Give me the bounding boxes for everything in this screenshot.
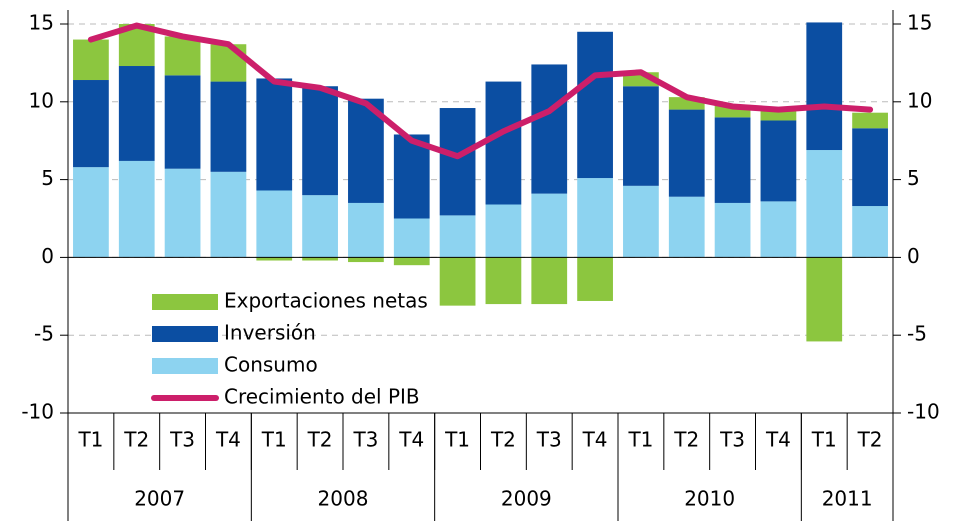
bar bbox=[256, 190, 293, 258]
x-tick-label: T3 bbox=[169, 428, 195, 452]
legend-label: Exportaciones netas bbox=[224, 289, 428, 313]
bar bbox=[256, 78, 293, 191]
x-tick-label: T1 bbox=[444, 428, 470, 452]
bar bbox=[210, 44, 247, 82]
year-label: 2011 bbox=[822, 487, 873, 511]
bar bbox=[806, 150, 843, 258]
x-tick-label: T1 bbox=[627, 428, 653, 452]
bar bbox=[806, 257, 843, 342]
bar bbox=[393, 134, 430, 219]
y2-tick-label: -10 bbox=[907, 400, 940, 424]
x-tick-label: T3 bbox=[352, 428, 378, 452]
y-tick-label: 15 bbox=[29, 11, 54, 35]
y2-tick-label: 15 bbox=[907, 11, 932, 35]
bar bbox=[714, 202, 751, 258]
bar bbox=[393, 257, 430, 266]
x-tick-label: T4 bbox=[582, 428, 608, 452]
bar bbox=[348, 257, 384, 263]
bar bbox=[668, 196, 705, 258]
x-tick-label: T1 bbox=[77, 428, 103, 452]
legend-swatch bbox=[152, 358, 218, 374]
bar bbox=[485, 204, 522, 258]
bar bbox=[760, 120, 797, 202]
bar bbox=[210, 171, 247, 258]
x-tick-label: T2 bbox=[123, 428, 149, 452]
bar bbox=[164, 75, 201, 169]
bar bbox=[256, 257, 293, 261]
legend-label: Consumo bbox=[224, 353, 318, 377]
bar bbox=[439, 108, 476, 216]
bar bbox=[73, 80, 109, 168]
bar bbox=[577, 257, 613, 301]
y-tick-label: -10 bbox=[21, 400, 54, 424]
y2-tick-label: 0 bbox=[907, 244, 920, 268]
bar bbox=[393, 218, 430, 258]
bar bbox=[852, 206, 888, 258]
y2-tick-label: -5 bbox=[907, 322, 927, 346]
x-tick-label: T2 bbox=[673, 428, 699, 452]
y-tick-label: 10 bbox=[29, 88, 54, 112]
x-tick-label: T4 bbox=[398, 428, 424, 452]
bar bbox=[485, 257, 522, 305]
bar bbox=[164, 168, 201, 258]
x-tick-label: T1 bbox=[261, 428, 287, 452]
bar bbox=[531, 257, 568, 305]
year-label: 2007 bbox=[134, 487, 185, 511]
legend-swatch bbox=[152, 294, 218, 310]
bar bbox=[73, 167, 109, 258]
bar bbox=[73, 39, 109, 81]
x-tick-label: T3 bbox=[719, 428, 745, 452]
bar bbox=[852, 112, 888, 129]
bar bbox=[760, 201, 797, 258]
bar bbox=[210, 81, 247, 172]
bar bbox=[439, 257, 476, 306]
y-tick-label: 5 bbox=[41, 166, 54, 190]
bar bbox=[164, 36, 201, 76]
bar bbox=[118, 66, 155, 161]
x-tick-label: T2 bbox=[490, 428, 516, 452]
legend-label: Crecimiento del PIB bbox=[224, 385, 420, 409]
year-label: 2009 bbox=[501, 487, 552, 511]
bar bbox=[577, 31, 613, 179]
bar bbox=[623, 185, 659, 258]
bar bbox=[118, 160, 155, 258]
line bbox=[87, 22, 874, 160]
bar bbox=[623, 86, 659, 186]
bar bbox=[485, 81, 522, 205]
x-tick-label: T4 bbox=[765, 428, 791, 452]
x-tick-label: T2 bbox=[307, 428, 333, 452]
bar bbox=[714, 117, 751, 203]
x-tick-label: T1 bbox=[811, 428, 837, 452]
x-tick-label: T4 bbox=[215, 428, 241, 452]
bar bbox=[348, 202, 384, 258]
legend-label: Inversión bbox=[224, 321, 316, 345]
y2-tick-label: 5 bbox=[907, 166, 920, 190]
bar bbox=[852, 128, 888, 207]
y-tick-label: 0 bbox=[41, 244, 54, 268]
bar bbox=[668, 109, 705, 197]
y2-tick-label: 10 bbox=[907, 88, 932, 112]
bar bbox=[806, 22, 843, 151]
bar bbox=[302, 257, 338, 261]
bar bbox=[302, 195, 338, 258]
x-tick-label: T2 bbox=[857, 428, 883, 452]
y-tick-label: -5 bbox=[34, 322, 54, 346]
bar bbox=[439, 215, 476, 258]
legend-swatch bbox=[152, 326, 218, 342]
year-label: 2008 bbox=[318, 487, 369, 511]
bar bbox=[302, 86, 338, 196]
bar bbox=[531, 64, 568, 194]
x-tick-label: T3 bbox=[536, 428, 562, 452]
bar bbox=[577, 178, 613, 258]
year-label: 2010 bbox=[684, 487, 735, 511]
bar bbox=[531, 193, 568, 258]
bar bbox=[760, 109, 797, 121]
